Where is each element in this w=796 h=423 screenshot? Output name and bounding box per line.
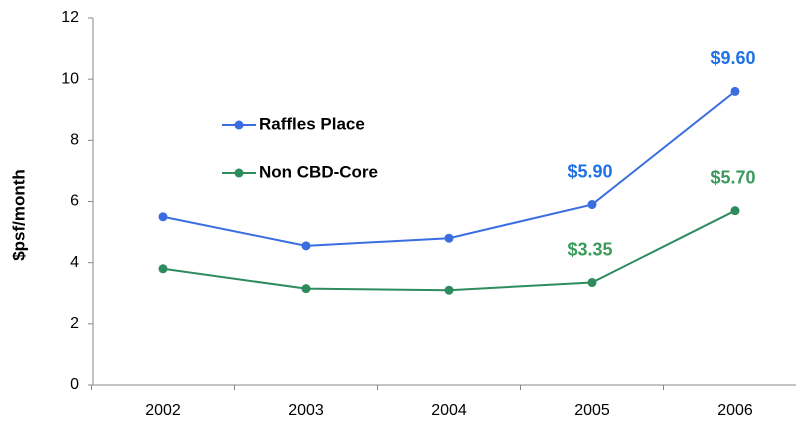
value-label: $5.70: [710, 167, 755, 187]
point: [302, 284, 311, 293]
value-label: $3.35: [567, 239, 612, 259]
line: [163, 91, 735, 245]
y-tick-label: 10: [61, 70, 79, 87]
point: [159, 212, 168, 221]
legend-label: Raffles Place: [259, 114, 365, 133]
y-tick-label: 12: [61, 9, 79, 26]
point: [588, 278, 597, 287]
point: [588, 200, 597, 209]
y-tick-label: 8: [70, 132, 79, 149]
y-tick-label: 2: [70, 315, 79, 332]
point: [445, 286, 454, 295]
x-tick-label: 2002: [145, 402, 181, 419]
y-tick-label: 4: [70, 254, 79, 271]
point: [302, 241, 311, 250]
y-tick-label: 0: [70, 376, 79, 393]
line: [163, 211, 735, 291]
point: [731, 87, 740, 96]
point: [445, 234, 454, 243]
point: [159, 264, 168, 273]
legend-label: Non CBD-Core: [259, 162, 378, 181]
legend-marker: [235, 121, 244, 130]
chart: $psf/month 0 2 4 6 8 10 12 2002 2003 2004 2005 2006…: [0, 0, 796, 423]
y-tick-label: 6: [70, 193, 79, 210]
x-tick-label: 2005: [574, 402, 610, 419]
value-label: $5.90: [567, 161, 612, 181]
x-tick-label: 2004: [431, 402, 467, 419]
legend-marker: [235, 169, 244, 178]
x-tick-label: 2003: [288, 402, 324, 419]
point: [731, 206, 740, 215]
value-label: $9.60: [710, 48, 755, 68]
y-axis-label: $psf/month: [9, 169, 28, 261]
x-tick-label: 2006: [717, 402, 753, 419]
